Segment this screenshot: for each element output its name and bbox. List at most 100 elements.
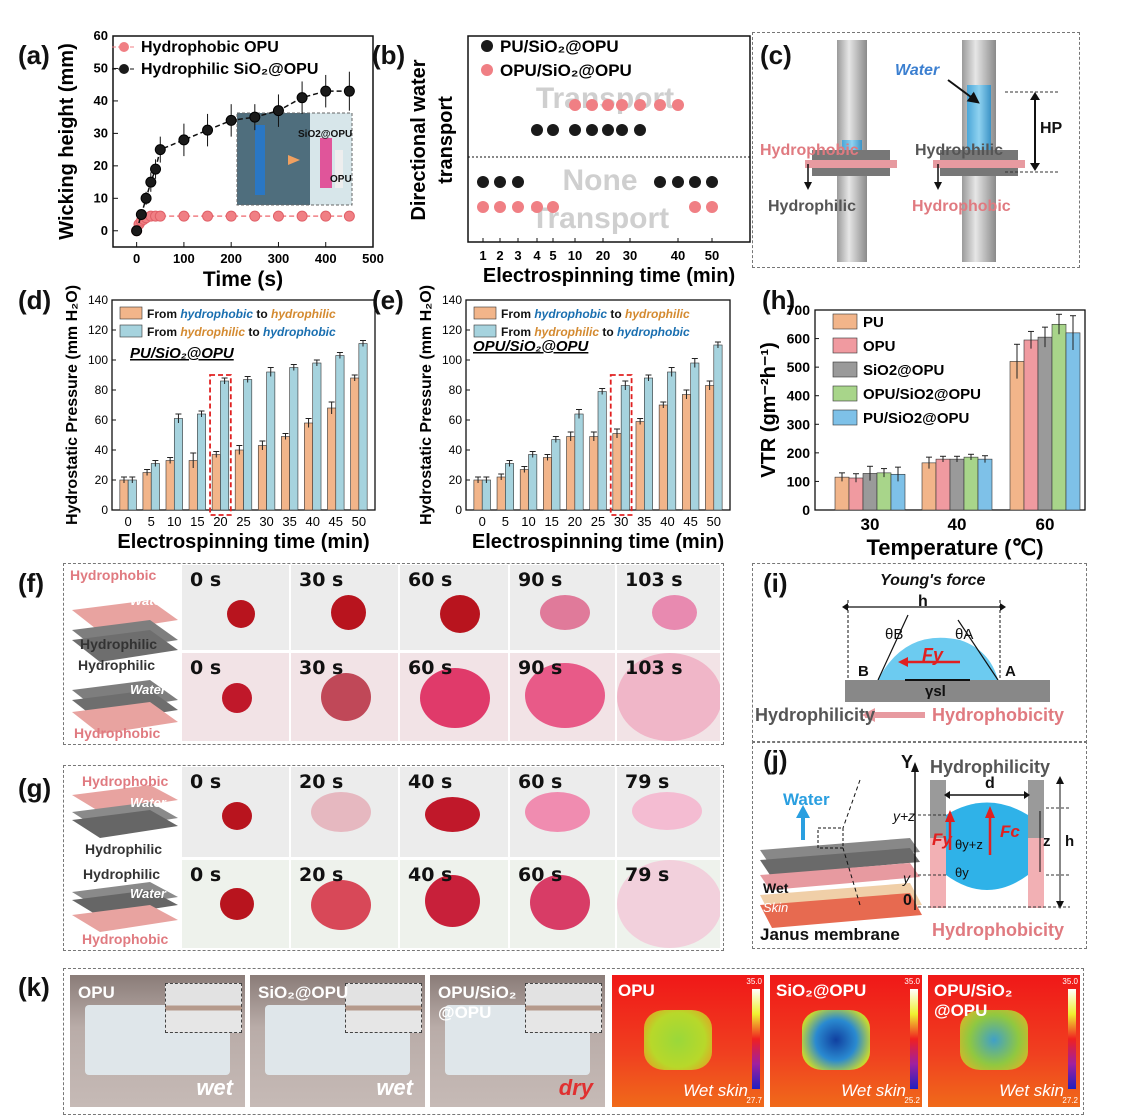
d-ytick-label: 0 xyxy=(101,503,108,517)
g-row1-top: Hydrophobic xyxy=(82,773,169,789)
h-ytick-label: 500 xyxy=(787,359,811,375)
f-row1-time-label: 103 s xyxy=(625,569,683,591)
i-thetaB: θB xyxy=(885,626,904,643)
j-skin: Skin xyxy=(763,900,789,915)
j-fc: Fc xyxy=(1000,822,1020,841)
k-colorbar xyxy=(910,989,918,1089)
k-thermal-note: Wet skin xyxy=(683,1081,748,1100)
f-row1-water: Water xyxy=(130,593,166,608)
e-xtick-label: 50 xyxy=(707,514,721,529)
k-colorbar xyxy=(1068,989,1076,1089)
b-point-pu xyxy=(634,124,646,136)
b-xtick-label: 3 xyxy=(514,248,521,263)
d-xtick-label: 45 xyxy=(329,514,343,529)
g-row1-photo: 60 s xyxy=(510,767,615,857)
k-photo: SiO₂@OPU wet xyxy=(250,975,425,1107)
a-point xyxy=(140,192,152,204)
a-ytick-label: 20 xyxy=(94,158,108,173)
a-point xyxy=(135,209,147,221)
e-xtick-label: 35 xyxy=(637,514,651,529)
h-xtick-label: 40 xyxy=(948,515,967,534)
b-point-pu xyxy=(616,124,628,136)
b-xlabel: Electrospinning time (min) xyxy=(483,265,735,287)
panel-c-left-top: Hydrophobic xyxy=(760,142,859,159)
j-h: h xyxy=(1065,833,1075,850)
a-ytick-label: 10 xyxy=(94,190,108,205)
f-row1-photo: 30 s xyxy=(291,565,398,650)
k-colorbar-max: 35.0 xyxy=(1062,977,1078,986)
e-legend-label: From hydrophilic to hydrophobic xyxy=(501,325,690,339)
b-point-opu xyxy=(602,99,614,111)
a-xtick-label: 200 xyxy=(220,251,242,266)
f-row2-top: Hydrophilic xyxy=(78,657,156,673)
panel-label-e: (e) xyxy=(372,285,404,315)
g-row2-photo: 40 s xyxy=(400,860,508,948)
k-photo: OPU/SiO₂ @OPU dry xyxy=(430,975,605,1107)
f-row2-photo: 30 s xyxy=(291,653,398,741)
g-row1-droplet xyxy=(425,797,480,832)
h-ytick-label: 0 xyxy=(802,502,810,518)
k-zoom-inset xyxy=(525,983,602,1033)
f-row2-water: Water xyxy=(130,682,166,697)
f-row2-photo: 60 s xyxy=(400,653,508,741)
g-row2-photo: 60 s xyxy=(510,860,615,948)
d-ytick-label: 60 xyxy=(95,413,109,427)
k-photo-state: dry xyxy=(558,1075,593,1100)
g-row2-time-label: 79 s xyxy=(625,864,670,886)
e-legend-swatch xyxy=(473,324,497,338)
g-row2-droplet xyxy=(311,880,371,930)
panel-c-right-top: Hydrophilic xyxy=(915,142,1004,159)
b-point-opu xyxy=(586,99,598,111)
k-photo: OPU wet xyxy=(70,975,245,1107)
panel-c-left-bottom: Hydrophilic xyxy=(768,198,857,215)
d-xtick-label: 40 xyxy=(305,514,319,529)
k-thermal-spot xyxy=(802,1010,870,1070)
k-photo-state: wet xyxy=(196,1075,233,1100)
e-ytick-label: 20 xyxy=(449,473,463,487)
i-gamma: γsl xyxy=(925,683,946,700)
k-thermal-note: Wet skin xyxy=(999,1081,1064,1100)
panel-c-hp-label: HP xyxy=(1040,120,1063,137)
panel-j-box xyxy=(752,741,1087,949)
a-inset-label-sio2: SiO2@OPU xyxy=(298,129,352,140)
b-point-pu xyxy=(654,176,666,188)
d-xtick-label: 10 xyxy=(167,514,181,529)
i-A: A xyxy=(1005,663,1016,680)
h-xtick-label: 30 xyxy=(861,515,880,534)
d-xtick-label: 20 xyxy=(213,514,227,529)
e-xtick-label: 5 xyxy=(502,514,509,529)
e-highlight xyxy=(609,374,633,516)
k-photo-name: OPU/SiO₂ @OPU xyxy=(438,983,517,1022)
k-thermal-spot xyxy=(644,1010,712,1070)
b-point-pu xyxy=(547,124,559,136)
a-inset-strip-pink xyxy=(320,138,332,188)
a-ylabel: Wicking height (mm) xyxy=(56,43,78,239)
e-ytick-label: 0 xyxy=(455,503,462,517)
f-row1-droplet xyxy=(652,595,697,630)
f-row1-droplet xyxy=(540,595,590,630)
e-ytick-label: 140 xyxy=(442,293,462,307)
e-legend-swatch xyxy=(473,306,497,320)
g-row2-droplet xyxy=(425,875,480,927)
g-row2-water: Water xyxy=(130,886,166,901)
h-legend-label: PU xyxy=(863,314,884,331)
b-point-pu xyxy=(672,176,684,188)
panel-label-g: (g) xyxy=(18,773,52,803)
d-ylabel: Hydrostatic Pressure (mm H₂O) xyxy=(64,285,81,525)
b-point-opu xyxy=(547,201,559,213)
b-point-pu xyxy=(531,124,543,136)
g-row2-photo: 20 s xyxy=(291,860,398,948)
f-row2-bottom: Hydrophobic xyxy=(74,725,161,741)
g-row2-droplet xyxy=(220,888,254,920)
k-photo-name: OPU xyxy=(78,983,115,1002)
i-left: Hydrophilicity xyxy=(755,705,876,725)
j-water: Water xyxy=(783,790,830,809)
d-ytick-label: 80 xyxy=(95,383,109,397)
i-h: h xyxy=(918,593,928,610)
f-row1-time-label: 30 s xyxy=(299,569,344,591)
b-point-opu xyxy=(494,201,506,213)
d-legend-swatch xyxy=(119,306,143,320)
a-point xyxy=(249,111,261,123)
j-d: d xyxy=(985,775,995,792)
